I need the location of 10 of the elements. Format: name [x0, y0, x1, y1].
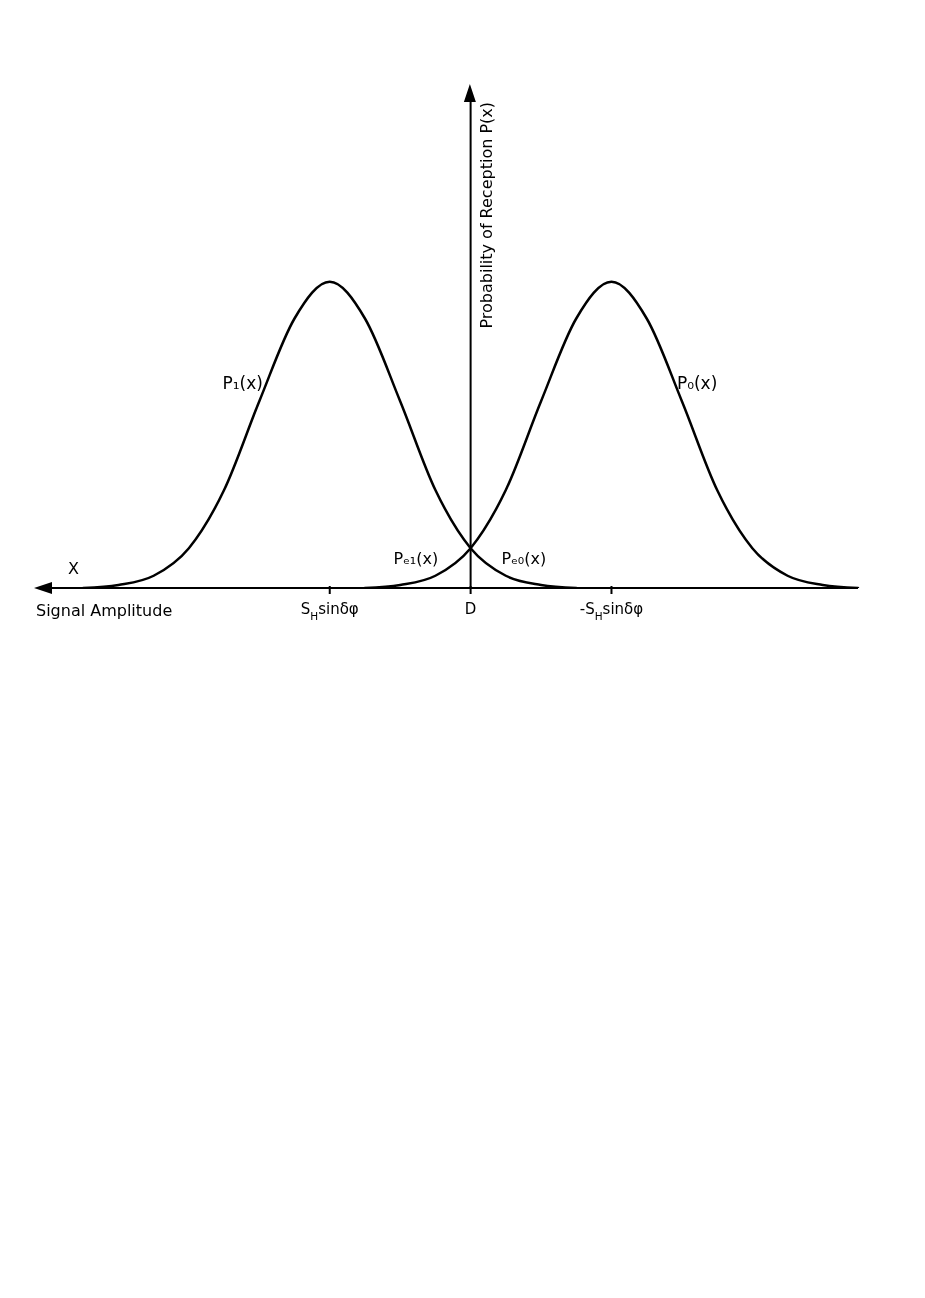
annotation: Pₑ₀(x): [501, 548, 547, 568]
annotation: Pₑ₁(x): [393, 548, 439, 568]
x-axis-title: Signal Amplitude: [36, 601, 173, 620]
series-label: P₀(x): [676, 372, 718, 393]
series-label: P₁(x): [222, 372, 263, 393]
annotation: X: [68, 559, 79, 578]
x-tick-label: -S$_{H}$sinδφ: [579, 600, 644, 622]
x-tick-label: D: [464, 600, 477, 618]
x-tick-label: S$_{H}$sinδφ: [300, 600, 359, 622]
y-axis-title: Probability of Reception P(x): [476, 102, 496, 329]
